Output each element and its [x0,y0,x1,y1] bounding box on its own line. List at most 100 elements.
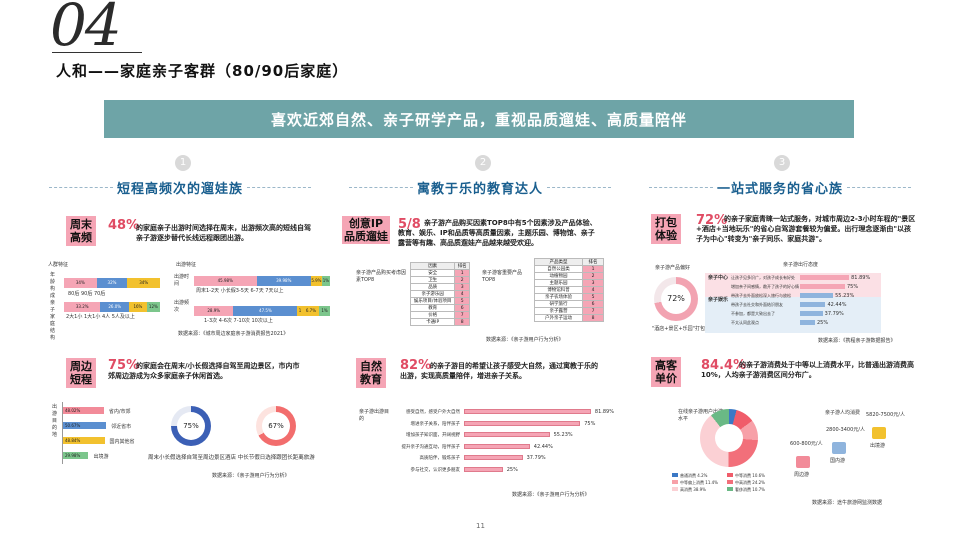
table-cell: 3 [454,283,470,291]
spend-range: 5820-7500元/人 [866,412,905,418]
bar-label: 省内/市郊 [108,409,131,415]
table-cell: 亲子露营 [534,307,583,315]
table-cell: 教育 [409,304,456,312]
bar-label: 国内其他省 [109,439,135,445]
bar [800,311,823,316]
card1-tag: 周末高频 [66,216,96,246]
table-cell: 8 [454,318,470,326]
table-header-row: 产品类型 排名 [534,258,604,266]
bar-segment: 47.5% [233,306,298,316]
table-header-cell: 因素 [409,262,456,270]
bar-segment: 45.98% [194,276,257,286]
spend-icon [832,442,846,454]
legend-item: 中高消费 24.2% [727,479,782,486]
bar-segment: 28.9% [194,306,234,316]
card2-tag: 创意IP品质遛娃 [342,216,390,244]
table-cell: 亲子游乐园 [409,290,456,298]
bar-segment: 12% [146,302,160,312]
table-row: 亲子露营 7 [534,307,604,315]
card1-chart-b-legend2: 1-3次 4-6次 7-10次 10次以上 [204,318,273,324]
table-cell: 7 [454,311,470,319]
card4-source: 数据来源：《亲子游用户行为分析》 [212,473,290,479]
card1-chart-a-ylabel: 年龄构成亲子家庭结构 [50,272,56,341]
table-row: 动植物园 2 [534,272,604,280]
bar-label: 出境游 [93,454,109,460]
card1-chart-a-legend1: 80后 90后 70后 [68,291,106,297]
card5-desc: 的亲子游目的希望让孩子感受大自然，通过寓教于乐的出游，实现高质量陪伴，增进亲子关… [400,362,598,380]
banner: 喜欢近郊自然、亲子研学产品，重视品质遛娃、高质量陪伴 [104,100,854,138]
card5-source: 数据来源：《亲子游用户行为分析》 [512,492,590,498]
bar-label: 增加孩子知识面，开阔视野 [406,433,460,438]
bar-value: 81.89% [851,275,871,281]
table-row: 自然公园类 1 [534,265,604,273]
bar: 29.98% [63,452,89,459]
bar-segment: 26.0% [100,302,130,312]
card6-source: 数据来源：途牛旅游网监测数据 [812,500,883,506]
table-cell: 博物馆科普 [534,286,583,294]
card5-tag: 自然教育 [356,358,386,388]
bar [464,420,581,426]
bar-value: 81.89% [594,409,614,415]
table-cell: 户外亲子运动 [534,314,583,322]
bar-label: 不参加，都是大致出去了 [731,311,775,316]
bar [800,293,834,298]
legend-item: 中等消费 10.6% [727,472,782,479]
card2-table2-label: 亲子游客重要产品TOP8 [482,270,523,283]
table-row: 卡通IP 8 [409,318,470,326]
table-cell: 2 [454,276,470,284]
table-row: 品质 3 [409,283,470,291]
table-cell: 5 [454,297,470,305]
table-cell: 娱乐项目/体验项目 [409,297,456,305]
bar-segment: 39.98% [256,276,311,286]
bar-value: 42.44% [533,443,553,450]
legend-swatch [727,473,733,477]
card1-chart-a-title: 人群特征 [48,262,69,268]
table-cell: 卫生 [409,276,456,284]
bar-segment: 5.9% [310,276,322,286]
table-cell: 6 [454,304,470,312]
card1-chart-b-title: 出游特征 [176,262,197,268]
bar-label: 不太认同此观点 [731,320,759,325]
card3-group1-bg [705,273,881,297]
table-row: 博物馆科普 4 [534,286,604,294]
legend-swatch [672,487,678,491]
column-title-2: 寓教于乐的教育达人 [345,176,615,198]
legend-item: 高消费 38.9% [672,486,727,493]
card3-tag: 打包体验 [651,214,681,244]
bar-segment: 1% [319,306,330,316]
card3-source: 数据来源：《携程亲子游数据报告》 [818,338,896,344]
legend-swatch [727,487,733,491]
table-cell: 动植物园 [534,272,583,280]
legend-swatch [672,473,678,477]
card6-donut-title: 在线亲子游用户出游水平 [678,409,724,422]
card1-chart-b-y1: 出游时间 [174,274,190,287]
bar-value: 55.23% [835,293,855,299]
card2-source: 数据来源：《亲子游用户行为分析》 [486,337,564,343]
table-cell: 2 [582,272,604,280]
card6-right-title: 亲子游人均消费 [825,410,861,416]
bar-value: 75% [847,284,859,290]
bar-value: 42.44% [827,302,847,308]
spend-type: 周边游 [794,472,810,478]
card1-chart-a-row2: 33.2% 26.0% 16% 12% [64,302,160,312]
bar-segment: 6.7% [302,306,320,316]
bar [800,302,826,307]
bar-segment: 16% [129,302,147,312]
spend-icon [872,427,886,439]
card3-group1-label: 亲子中心 [708,275,729,281]
bar-label: 让孩子见多识广，对孩子成长有好处 [731,275,795,280]
page-number: 11 [476,522,485,530]
bar-label: 带孩子去社交和外面结识朋友 [731,302,783,307]
table-cell: 6 [582,300,604,308]
legend-label: 奢侈消费 10.7% [735,487,765,492]
table-cell: 7 [582,307,604,315]
bar-segment: 32% [96,278,128,288]
section-number: 04 [50,0,122,59]
bar: 50.67% [63,422,107,429]
card3-donut-value: 72% [661,284,691,314]
card2-desc: 亲子游产品购买因素TOP8中有5个因素涉及产品体验、教育、娱乐、IP和品质等高质… [398,219,597,247]
bar-label: 邻近省市 [111,424,132,430]
bar-segment: 34% [127,278,160,288]
card6-pct: 84.4% [701,358,747,373]
card2-table1-label: 亲子游产品购买考虑因素TOP8 [356,270,407,283]
